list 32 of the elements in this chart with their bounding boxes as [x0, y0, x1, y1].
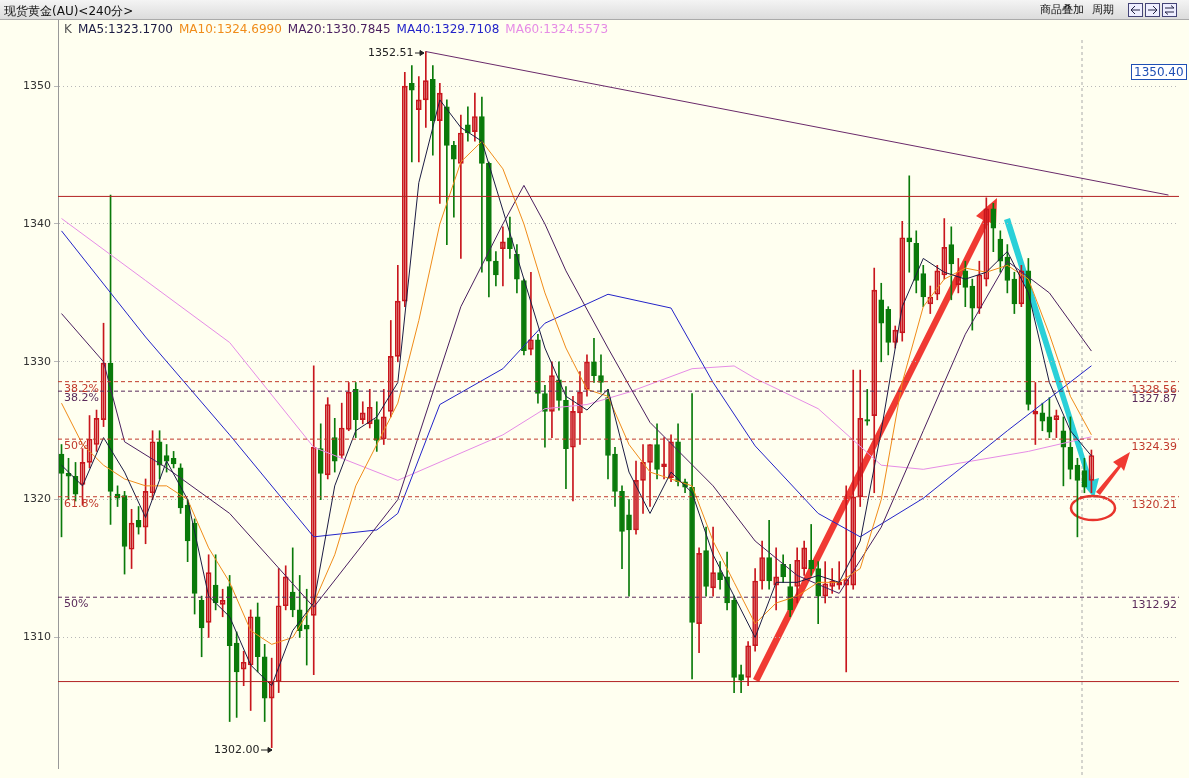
text: MA20:1330.7845: [287, 22, 391, 36]
legend-title: K: [64, 22, 72, 36]
annotation: 61.8%: [64, 496, 99, 510]
y-tick-label: 1350: [23, 79, 51, 93]
annotation: 1350.40: [1131, 64, 1187, 80]
candlestick: [303, 588, 310, 666]
ref-line-label: 1324.39: [1131, 439, 1177, 453]
candlestick: [864, 389, 871, 426]
candlestick: [598, 354, 604, 393]
ref-line-label: 1327.87: [1131, 392, 1177, 406]
ref-line-label: 1320.21: [1131, 497, 1177, 511]
candlestick: [906, 175, 913, 273]
annotation: 38.2%: [64, 391, 99, 405]
chart-title: 现货黄金(AU)<240分>: [4, 3, 134, 20]
text: MA10:1324.6990: [179, 22, 282, 36]
candlestick: [408, 65, 415, 163]
annotation: 50%: [64, 597, 89, 611]
ref-line-label: 1312.92: [1131, 598, 1177, 612]
text: 周期: [1092, 3, 1114, 17]
y-tick-label: 1330: [23, 354, 51, 368]
text: 商品叠加: [1040, 3, 1084, 17]
y-tick-label: 1320: [23, 492, 51, 506]
text: MA60:1324.5573: [505, 22, 609, 36]
candlestick: [626, 499, 632, 597]
annotation: 1352.51: [368, 46, 414, 60]
text: MA40:1329.7108: [396, 22, 500, 36]
candlestick: [465, 106, 471, 142]
y-tick-label: 1340: [23, 216, 51, 230]
candlestick: [808, 524, 814, 576]
text: MA5:1323.1700: [77, 22, 174, 36]
annotation: 1302.00: [214, 743, 260, 757]
y-tick-label: 1310: [23, 630, 51, 644]
